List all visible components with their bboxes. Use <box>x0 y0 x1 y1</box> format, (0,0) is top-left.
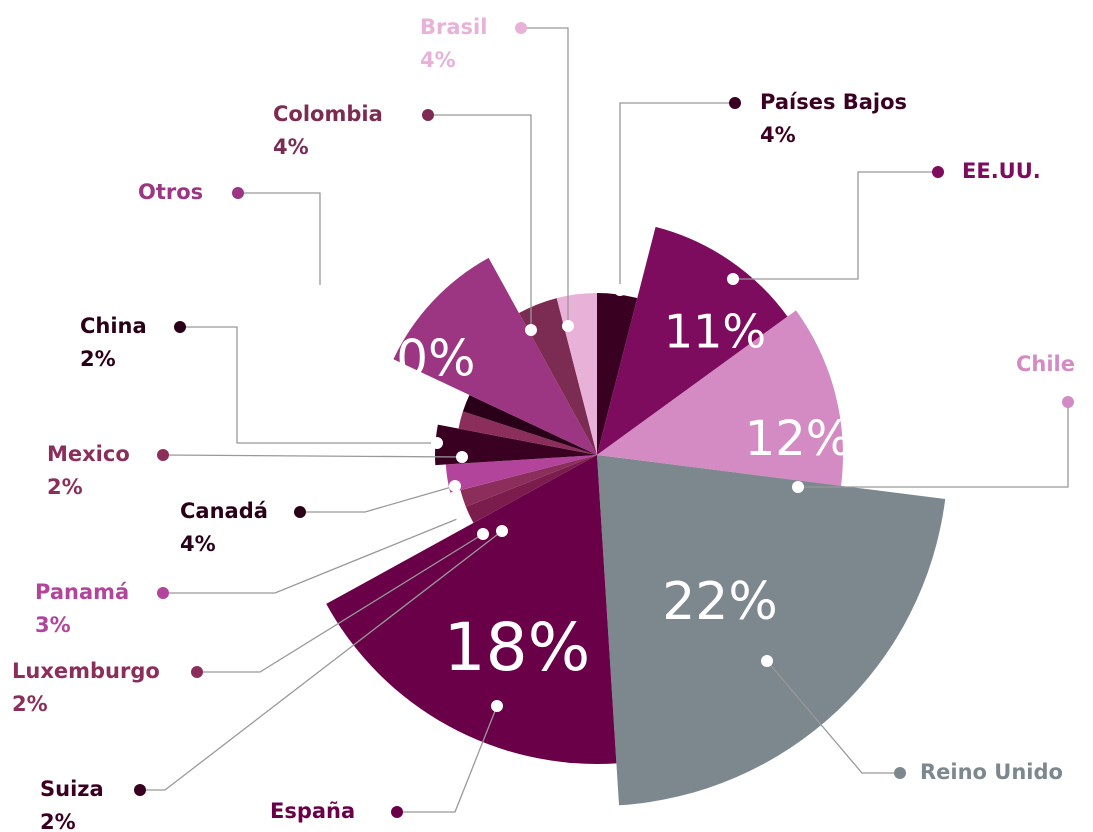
slice-value: 3% <box>35 613 71 637</box>
label-dot <box>932 166 944 178</box>
leader-dot <box>727 273 739 285</box>
pie-slice <box>556 293 597 455</box>
slice-value: 12% <box>745 411 852 467</box>
label-dot <box>894 767 906 779</box>
slice-label: Panamá <box>35 580 129 604</box>
slice-label: Colombia <box>273 102 383 126</box>
slice-label: Otros <box>138 180 203 204</box>
pie-slice <box>597 226 788 455</box>
slice-label: Reino Unido <box>920 760 1063 784</box>
leader-dot <box>614 284 626 296</box>
slice-value: 2% <box>80 347 116 371</box>
label-dot <box>422 109 434 121</box>
slice-value: 10% <box>364 330 475 388</box>
slice-value: 22% <box>662 572 778 632</box>
slice-label: China <box>80 314 147 338</box>
leader-dot <box>449 480 461 492</box>
leader-line <box>798 402 1069 488</box>
leader-line <box>733 171 938 280</box>
pie-slice <box>393 257 597 455</box>
pie-slice <box>460 455 597 507</box>
leader-dot <box>761 655 773 667</box>
slice-label: Luxemburgo <box>12 659 160 683</box>
leader-line <box>180 326 437 444</box>
pie-slice <box>597 455 946 806</box>
slice-value: 2% <box>12 692 48 716</box>
pie-slice <box>326 455 617 764</box>
leader-line <box>766 660 900 774</box>
slice-label: Chile <box>1016 352 1075 376</box>
leader-line <box>521 27 569 326</box>
leader-dot <box>456 451 468 463</box>
slice-label: Canadá <box>180 499 268 523</box>
pie-slice <box>458 411 597 455</box>
slice-label: Brasil <box>420 15 487 39</box>
label-dot <box>232 187 244 199</box>
label-dot <box>294 506 306 518</box>
leader-line <box>619 102 735 290</box>
pie-slice <box>445 455 597 493</box>
slice-label: Países Bajos <box>760 90 907 114</box>
leader-dot <box>431 437 443 449</box>
label-dot <box>729 97 741 109</box>
label-dot <box>1062 396 1074 408</box>
leader-dot <box>525 324 537 336</box>
slice-label: Suiza <box>40 777 104 801</box>
slice-value: 4% <box>273 135 309 159</box>
leader-line <box>163 516 463 594</box>
slice-value: 2% <box>40 810 76 832</box>
slice-value: 4% <box>760 123 796 147</box>
leader-dot <box>491 700 503 712</box>
pie-slice <box>597 310 843 486</box>
slice-value: 4% <box>180 532 216 556</box>
slice-value: 2% <box>47 475 83 499</box>
label-dot <box>157 449 169 461</box>
slice-label: España <box>270 799 355 823</box>
slice-value: 11% <box>664 305 766 359</box>
leader-dot <box>562 320 574 332</box>
pie-slice <box>518 298 597 455</box>
label-dot <box>191 666 203 678</box>
leader-line <box>140 530 503 791</box>
slice-label: EE.UU. <box>962 159 1041 183</box>
pie-slice <box>462 394 597 455</box>
label-dot <box>157 587 169 599</box>
leader-dot <box>456 511 468 523</box>
slice-value: 18% <box>444 609 591 686</box>
leader-dot <box>477 528 489 540</box>
label-dot <box>134 784 146 796</box>
leader-dot <box>792 481 804 493</box>
leader-line <box>397 705 498 813</box>
pie-slice <box>597 293 638 455</box>
leader-line <box>197 533 484 673</box>
pie-slice <box>435 424 597 466</box>
leader-line <box>162 454 463 458</box>
leader-dot <box>496 525 508 537</box>
leader-line <box>238 192 321 285</box>
label-dot <box>391 806 403 818</box>
slice-value: 4% <box>420 48 456 72</box>
label-dot <box>174 321 186 333</box>
leader-line <box>428 114 532 330</box>
pie-slice <box>465 455 597 523</box>
slice-label: Mexico <box>47 442 130 466</box>
leader-line <box>300 485 456 513</box>
label-dot <box>515 22 527 34</box>
